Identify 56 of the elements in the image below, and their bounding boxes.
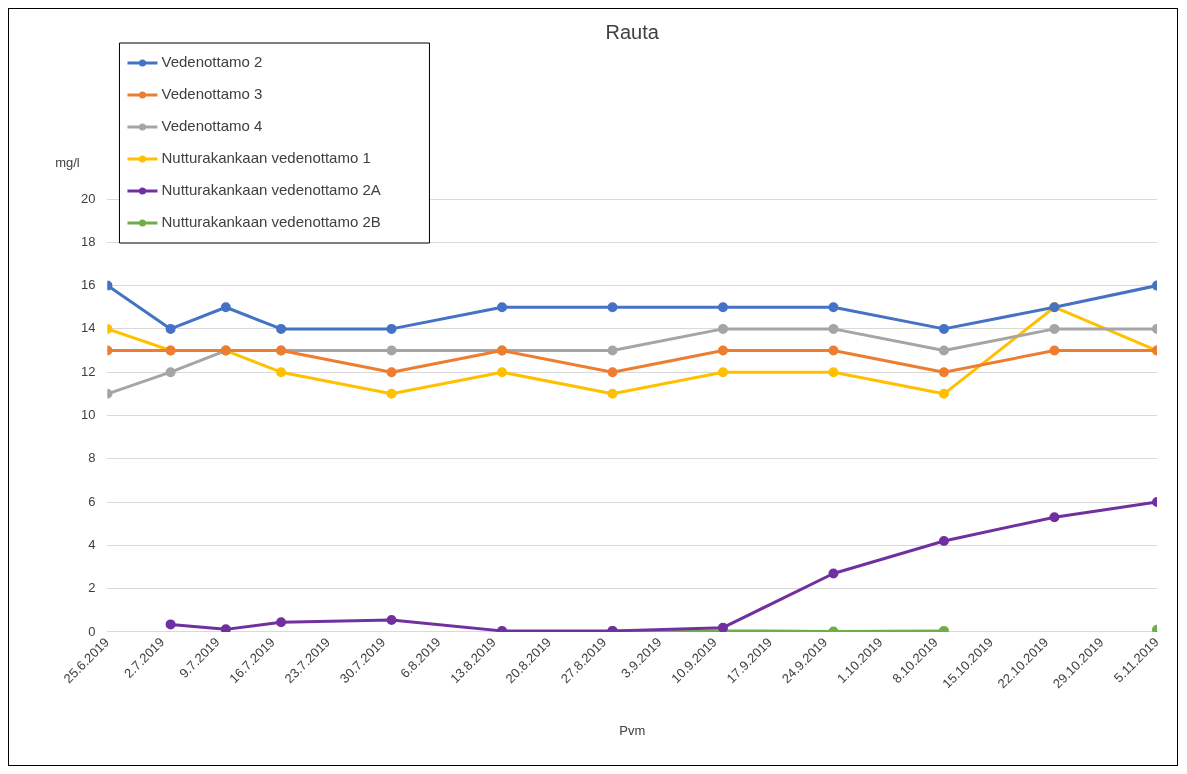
point: [828, 367, 839, 378]
point: [386, 388, 397, 399]
point: [276, 323, 287, 334]
point: [828, 345, 839, 356]
legend-label: Vedenottamo 3: [161, 85, 263, 103]
point: [717, 302, 728, 313]
point: [717, 367, 728, 378]
point: [938, 367, 949, 378]
y-tick-label: 18: [80, 233, 96, 249]
legend-label: Nutturakankaan vedenottamo 2B: [161, 213, 381, 231]
point: [607, 367, 618, 378]
point: [717, 345, 728, 356]
legend-label: Vedenottamo 2: [161, 53, 263, 71]
point: [938, 323, 949, 334]
y-tick-label: 14: [80, 320, 96, 336]
y-tick-label: 16: [80, 277, 96, 293]
point: [938, 388, 949, 399]
y-tick-label: 8: [88, 450, 96, 466]
legend-label: Nutturakankaan vedenottamo 2A: [161, 181, 381, 199]
point: [386, 323, 397, 334]
point: [607, 345, 618, 356]
y-tick-label: 20: [80, 190, 96, 206]
y-tick-label: 2: [88, 580, 96, 596]
chart-title: Rauta: [605, 20, 660, 43]
y-tick-label: 4: [88, 536, 96, 552]
point: [497, 302, 508, 313]
point: [276, 367, 287, 378]
point: [220, 624, 231, 632]
point: [828, 568, 839, 579]
point: [607, 302, 618, 313]
y-axis-title: mg/l: [55, 155, 80, 171]
point: [497, 367, 508, 378]
point: [276, 617, 287, 628]
legend-label: Nutturakankaan vedenottamo 1: [161, 149, 371, 167]
y-tick-label: 0: [88, 623, 96, 639]
point: [386, 615, 397, 626]
point: [1049, 323, 1060, 334]
point: [828, 323, 839, 334]
point: [828, 302, 839, 313]
y-tick-label: 10: [80, 407, 96, 423]
point: [717, 323, 728, 334]
point: [1049, 345, 1060, 356]
point: [165, 367, 176, 378]
legend-label: Vedenottamo 4: [161, 117, 263, 135]
point: [165, 619, 176, 630]
y-tick-label: 6: [88, 493, 96, 509]
x-axis-title: Pvm: [619, 723, 646, 739]
y-tick-label: 12: [80, 363, 96, 379]
point: [386, 345, 397, 356]
point: [938, 536, 949, 547]
point: [938, 345, 949, 356]
point: [607, 388, 618, 399]
point: [220, 302, 231, 313]
point: [386, 367, 397, 378]
point: [1049, 512, 1060, 523]
point: [165, 323, 176, 334]
